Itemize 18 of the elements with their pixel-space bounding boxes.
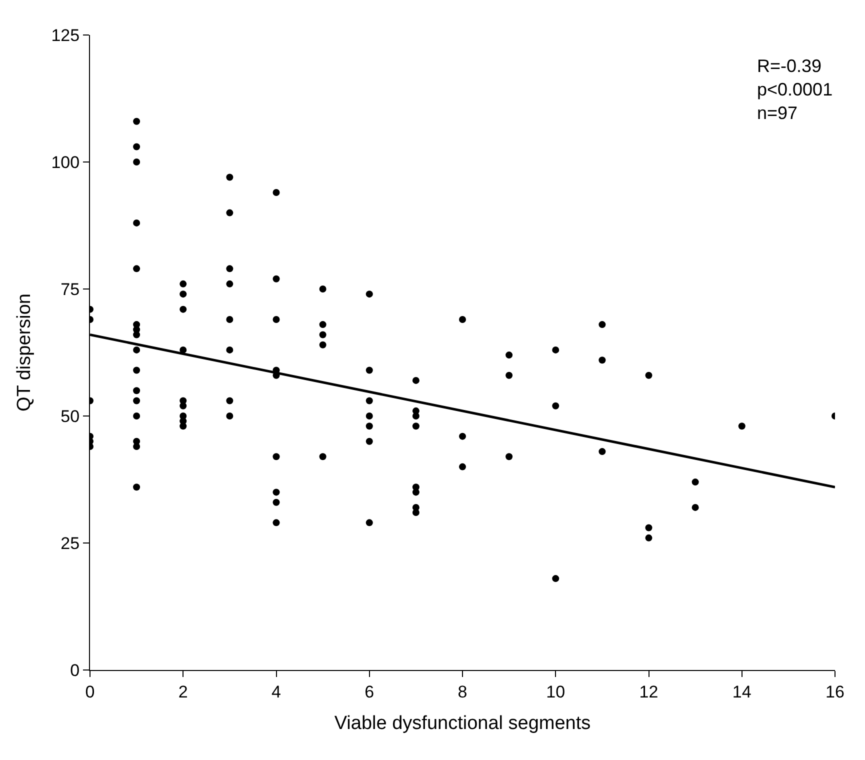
x-tick-label: 0 bbox=[85, 682, 95, 702]
y-tick-label: 100 bbox=[51, 152, 80, 172]
y-tick-label: 25 bbox=[60, 534, 80, 553]
x-tick-label: 2 bbox=[178, 682, 188, 702]
x-tick-label: 10 bbox=[546, 682, 566, 702]
x-tick-label: 4 bbox=[272, 682, 281, 702]
x-tick-label: 8 bbox=[458, 682, 468, 702]
y-tick-label: 50 bbox=[60, 406, 80, 426]
y-tick-label: 125 bbox=[51, 26, 80, 45]
y-axis-title: QT dispersion bbox=[14, 294, 36, 412]
x-axis-title: Viable dysfunctional segments bbox=[334, 713, 591, 734]
x-tick-label: 14 bbox=[732, 682, 752, 702]
y-tick-label: 75 bbox=[60, 280, 80, 299]
x-tick-label: 16 bbox=[826, 682, 844, 702]
annotation: R=-0.39 p<0.0001 n=97 bbox=[757, 56, 833, 123]
y-tick-label: 0 bbox=[70, 660, 80, 680]
x-tick-label: 12 bbox=[639, 682, 658, 702]
x-tick-label: 6 bbox=[364, 682, 374, 702]
